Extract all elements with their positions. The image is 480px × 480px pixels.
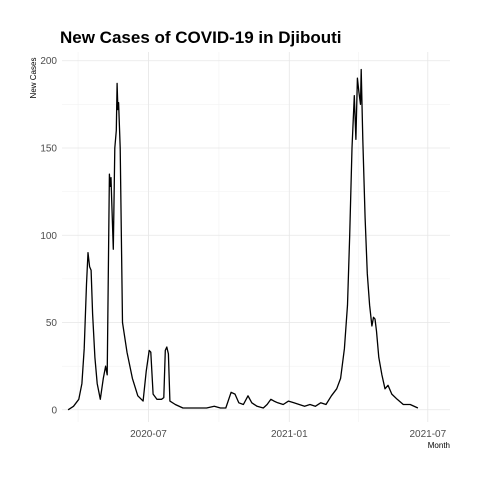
series-line: [67, 68, 419, 411]
x-axis-ticks: 2020-07 2021-01 2021-07: [130, 429, 446, 440]
chart-title: New Cases of COVID-19 in Djibouti: [60, 28, 342, 47]
y-tick-label: 50: [46, 318, 58, 329]
grid: [62, 52, 450, 422]
series-group: [67, 68, 419, 411]
y-axis-ticks: 0 50 100 150 200: [40, 56, 57, 416]
y-axis-label: New Cases: [29, 58, 38, 99]
y-tick-label: 100: [40, 231, 57, 242]
y-tick-label: 200: [40, 56, 57, 67]
x-tick-label: 2020-07: [130, 429, 167, 440]
y-tick-label: 150: [40, 143, 57, 154]
y-tick-label: 0: [51, 405, 57, 416]
x-tick-label: 2021-01: [271, 429, 308, 440]
x-tick-label: 2021-07: [409, 429, 446, 440]
x-axis-label: Month: [428, 441, 450, 450]
